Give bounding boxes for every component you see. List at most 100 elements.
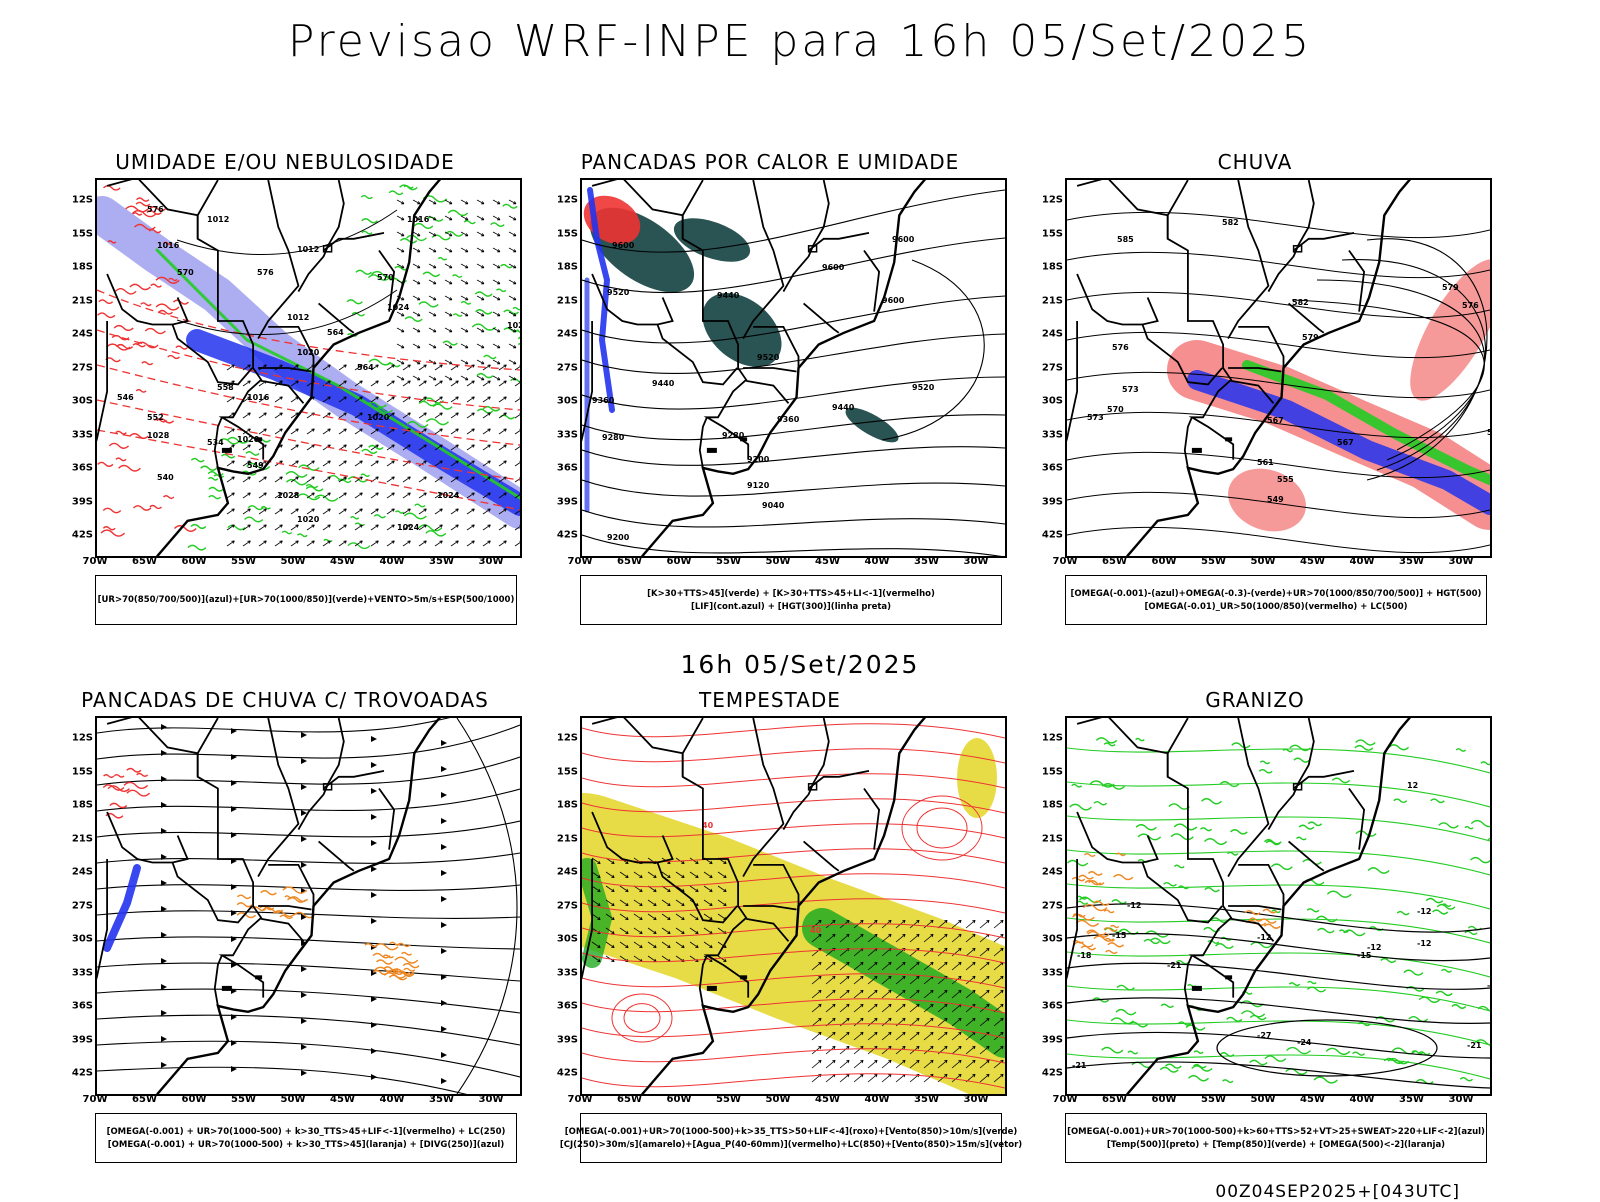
- wind-vector: [322, 476, 331, 483]
- wind-vector: [937, 1003, 948, 1013]
- legend-box: [K>30+TTS>45](verde) + [K>30+TTS>45+LI<-…: [580, 575, 1002, 625]
- wind-vector: [717, 955, 727, 963]
- contour-label: 1028: [147, 431, 170, 440]
- map-panel-chuva: CHUVA 585 582 582 579 576 579 576 573 570 573 567 56…: [1015, 150, 1495, 625]
- latitude-axis: 12S 15S 18S 21S 24S 27S 30S 33S 36S 39S 42S: [544, 716, 580, 1092]
- state-border: [808, 770, 870, 790]
- red-contour: [141, 361, 154, 366]
- map-area: 1012 1016 1012 1016 1012 1020 1024 1020 1016 1024…: [95, 178, 522, 558]
- contour-label: 1012: [287, 313, 309, 322]
- green-contour: [414, 503, 426, 508]
- wind-vector: [338, 540, 347, 547]
- wind-vector: [591, 871, 601, 879]
- red-contour: [114, 288, 137, 295]
- contour-label: 1020: [237, 435, 260, 444]
- wind-vector: [306, 524, 315, 531]
- green-contour: [483, 354, 497, 360]
- latitude-tick-label: 12S: [556, 732, 578, 744]
- latitude-tick-label: 15S: [1041, 766, 1063, 777]
- contour-label: 582: [1292, 298, 1309, 307]
- wind-vector: [689, 871, 699, 879]
- state-border: [1141, 835, 1223, 924]
- contour-label: 579: [1302, 333, 1319, 342]
- orange-contour: [394, 970, 415, 978]
- wind-vector: [937, 1017, 948, 1027]
- contour-label: 582: [1222, 218, 1239, 227]
- wind-vector: [825, 975, 836, 985]
- contour-label: 9360: [777, 415, 800, 424]
- wind-vector: [466, 540, 475, 547]
- contour-label: 549: [247, 461, 264, 470]
- temp850-contour: [1470, 819, 1490, 828]
- temp850-contour: [1435, 990, 1453, 997]
- temp850-contour: [1067, 951, 1490, 978]
- green-contour: [213, 474, 225, 478]
- wind-vector: [591, 955, 601, 963]
- wind-vector: [460, 343, 469, 349]
- longitude-tick-label: 40W: [1349, 556, 1375, 567]
- state-border: [582, 321, 593, 442]
- contour-label: -21: [1467, 1041, 1482, 1050]
- wind-vector: [508, 199, 517, 205]
- contour-label: 561: [1257, 458, 1274, 467]
- green-contour: [503, 309, 519, 315]
- streamline: [97, 820, 520, 838]
- wind-vector: [675, 941, 685, 949]
- green-contour: [200, 465, 218, 471]
- wind-vector: [434, 460, 443, 467]
- streamline-arrow: [231, 988, 237, 994]
- map-plot: [97, 718, 520, 1094]
- contour-label: 573: [1087, 413, 1104, 422]
- wind-vector: [508, 375, 517, 381]
- contour-label: 9280: [602, 433, 625, 442]
- streamline-arrow: [301, 810, 307, 816]
- wind-vector: [386, 540, 395, 547]
- streamline-arrow: [161, 724, 167, 730]
- temp850-contour: [1173, 864, 1185, 869]
- thickness-line: [97, 429, 520, 511]
- wind-vector: [811, 1017, 822, 1027]
- red-contour: [108, 442, 130, 449]
- green-contour: [218, 438, 240, 445]
- streamline-arrow: [371, 1074, 377, 1080]
- latitude-tick-label: 39S: [71, 1034, 93, 1045]
- contour-label: 1012: [207, 215, 229, 224]
- wind-vector: [909, 1059, 920, 1069]
- temp850-contour: [1165, 1063, 1182, 1069]
- contour-label: -15: [1112, 931, 1127, 940]
- wind-vector: [322, 508, 331, 515]
- lagoon-mark: [1225, 437, 1233, 442]
- red-contour: [129, 433, 149, 440]
- wind-vector: [412, 327, 421, 333]
- wind-vector: [476, 359, 485, 365]
- longitude-tick-label: 65W: [617, 1094, 642, 1105]
- temp850-contour: [1185, 1024, 1206, 1031]
- wind-vector: [717, 871, 727, 879]
- state-border: [1288, 302, 1325, 334]
- panel-title: CHUVA: [1217, 150, 1293, 174]
- green-contour: [413, 222, 434, 229]
- lc850-streamline: [582, 1073, 1005, 1089]
- wind-vector: [338, 396, 347, 403]
- wind-vector: [412, 279, 421, 285]
- wind-vector: [633, 885, 643, 893]
- latitude-tick-label: 18S: [1041, 799, 1063, 811]
- wind-vector: [482, 460, 491, 467]
- longitude-tick-label: 35W: [429, 556, 454, 567]
- red-contour: [115, 430, 127, 435]
- wind-vector: [661, 899, 671, 907]
- green-contour: [361, 230, 373, 235]
- latitude-tick-label: 36S: [71, 1000, 93, 1012]
- temp850-contour: [1175, 959, 1190, 965]
- latitude-tick-label: 24S: [556, 328, 578, 340]
- contour-label: 1028: [277, 491, 300, 500]
- green-contour: [368, 358, 392, 366]
- red-contour: [134, 223, 156, 231]
- legend-text: [OMEGA(-0.001)+UR>70(1000-500)+k>35_TTS>…: [564, 1126, 1018, 1137]
- wind-vector: [434, 540, 443, 547]
- panel-title: PANCADAS DE CHUVA C/ TROVOADAS: [81, 688, 489, 712]
- wind-vector: [895, 989, 906, 999]
- wind-vector: [993, 975, 1004, 985]
- longitude-tick-label: 30W: [478, 1094, 504, 1105]
- wind-vector: [508, 263, 517, 269]
